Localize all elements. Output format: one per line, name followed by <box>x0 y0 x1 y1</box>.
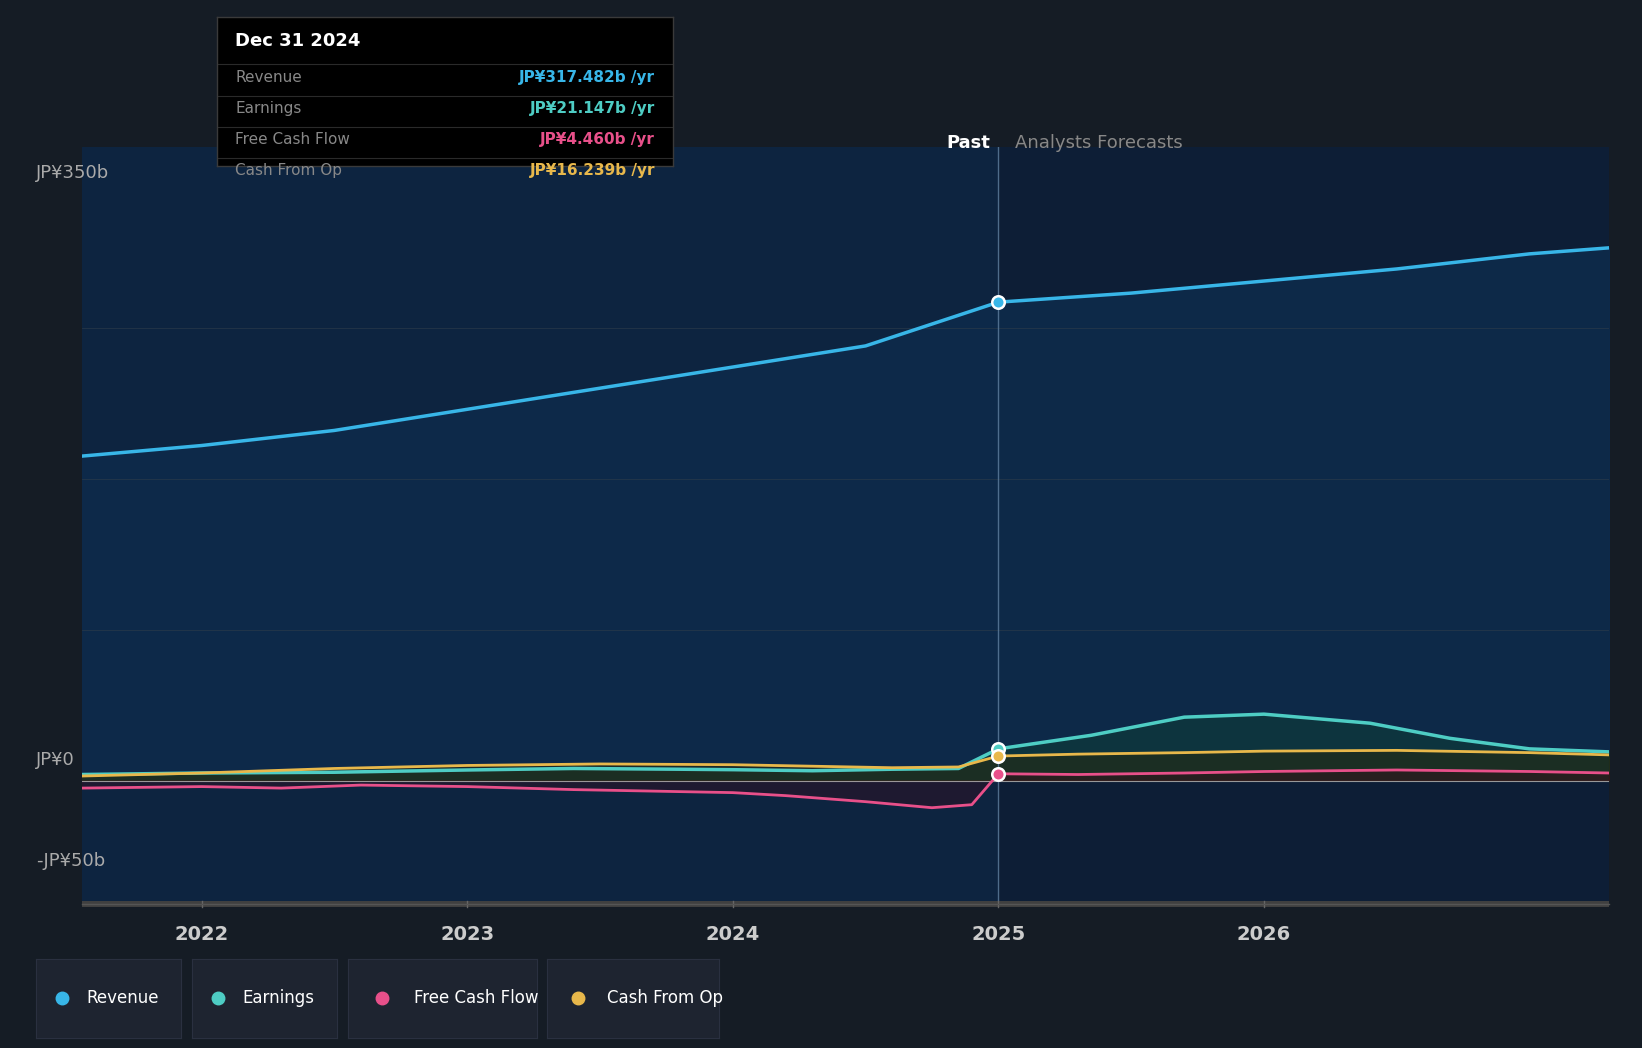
Text: 2023: 2023 <box>440 925 494 944</box>
Text: Past: Past <box>946 134 990 152</box>
Text: JP¥16.239b /yr: JP¥16.239b /yr <box>529 163 655 178</box>
Text: Revenue: Revenue <box>87 989 159 1007</box>
Text: Earnings: Earnings <box>243 989 315 1007</box>
Bar <box>998 147 1609 901</box>
Text: 2025: 2025 <box>970 925 1026 944</box>
Text: 2024: 2024 <box>706 925 760 944</box>
Text: JP¥0: JP¥0 <box>36 750 76 769</box>
Text: Cash From Op: Cash From Op <box>608 989 722 1007</box>
Text: Earnings: Earnings <box>235 101 302 115</box>
Text: Cash From Op: Cash From Op <box>235 163 342 178</box>
Text: Dec 31 2024: Dec 31 2024 <box>235 31 360 49</box>
Text: JP¥21.147b /yr: JP¥21.147b /yr <box>530 101 655 115</box>
Text: Analysts Forecasts: Analysts Forecasts <box>1015 134 1182 152</box>
Text: Revenue: Revenue <box>235 69 302 85</box>
Bar <box>82 147 998 901</box>
Text: 2022: 2022 <box>174 925 228 944</box>
Text: -JP¥50b: -JP¥50b <box>36 852 105 871</box>
Text: Free Cash Flow: Free Cash Flow <box>235 132 350 147</box>
Text: JP¥350b: JP¥350b <box>36 163 110 182</box>
Text: JP¥317.482b /yr: JP¥317.482b /yr <box>519 69 655 85</box>
Text: Free Cash Flow: Free Cash Flow <box>414 989 539 1007</box>
Text: JP¥4.460b /yr: JP¥4.460b /yr <box>540 132 655 147</box>
Text: 2026: 2026 <box>1236 925 1291 944</box>
